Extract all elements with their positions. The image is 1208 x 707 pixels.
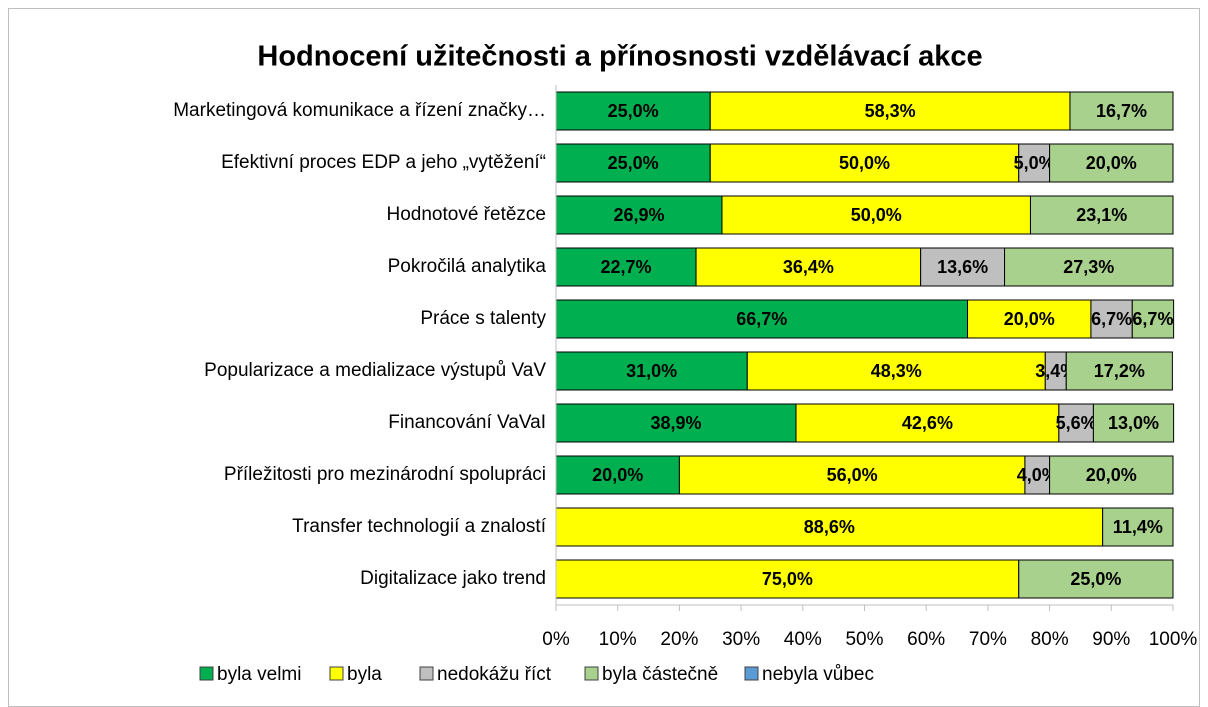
value-label: 17,2% <box>1094 361 1145 381</box>
value-label: 20,0% <box>1086 465 1137 485</box>
value-label: 56,0% <box>827 465 878 485</box>
bar-segment <box>1018 559 1174 599</box>
category-label: Marketingová komunikace a řízení značky… <box>173 100 546 121</box>
x-tick-label: 50% <box>845 629 883 650</box>
category-label: Financování VaVaI <box>388 412 546 433</box>
legend-swatch <box>419 666 434 681</box>
value-label: 13,0% <box>1108 413 1159 433</box>
value-label: 50,0% <box>839 153 890 173</box>
bar-segment <box>1058 403 1094 443</box>
chart-title: Hodnocení užitečnosti a přínosnosti vzdě… <box>257 41 982 73</box>
bar-segment <box>1131 299 1175 339</box>
x-tick-label: 90% <box>1092 629 1130 650</box>
category-label: Příležitosti pro mezinárodní spolupráci <box>224 464 546 485</box>
bar-segment <box>1092 403 1175 443</box>
value-label: 6,7% <box>1091 309 1132 329</box>
bar-segment <box>1004 247 1174 287</box>
value-label: 26,9% <box>613 205 664 225</box>
value-label: 25,0% <box>1070 569 1121 589</box>
bar-segment <box>555 455 680 495</box>
bar-segment <box>1049 455 1174 495</box>
bar-segment <box>721 195 1031 235</box>
value-label: 66,7% <box>736 309 787 329</box>
legend-label: byla částečně <box>602 664 718 685</box>
x-tick-label: 80% <box>1031 629 1069 650</box>
value-label: 25,0% <box>608 153 659 173</box>
value-label: 36,4% <box>783 257 834 277</box>
value-label: 11,4% <box>1113 517 1163 537</box>
legend-label: byla velmi <box>217 664 301 685</box>
legend-label: nedokážu říct <box>437 664 552 685</box>
value-label: 16,7% <box>1096 101 1147 121</box>
legend-swatch <box>329 666 344 681</box>
value-label: 22,7% <box>601 257 652 277</box>
value-label: 20,0% <box>1004 309 1055 329</box>
value-label: 48,3% <box>871 361 922 381</box>
bar-segment <box>555 507 1104 547</box>
bar-segment <box>1049 143 1174 183</box>
x-tick-label: 70% <box>969 629 1007 650</box>
legend-swatch <box>744 666 759 681</box>
bar-segment <box>1069 91 1174 131</box>
category-label: Transfer technologií a znalostí <box>292 516 547 537</box>
bar-segment <box>1090 299 1133 339</box>
legend-swatch <box>584 666 599 681</box>
value-label: 5,6% <box>1056 413 1097 433</box>
value-label: 42,6% <box>902 413 953 433</box>
bar-segment <box>1018 143 1051 183</box>
x-tick-label: 20% <box>660 629 698 650</box>
value-label: 27,3% <box>1063 257 1114 277</box>
category-label: Efektivní proces EDP a jeho „vytěžení“ <box>221 152 546 173</box>
x-tick-label: 40% <box>784 629 822 650</box>
bar-segment <box>1029 195 1174 235</box>
category-label: Hodnotové řetězce <box>387 204 547 225</box>
category-label: Digitalizace jako trend <box>360 568 546 589</box>
value-label: 5,0% <box>1014 153 1055 173</box>
bar-segment <box>709 91 1071 131</box>
category-label: Práce s talenty <box>420 308 546 329</box>
value-label: 75,0% <box>762 569 813 589</box>
x-tick-label: 100% <box>1149 629 1198 650</box>
bar-segment <box>709 143 1020 183</box>
bar-segment <box>1102 507 1174 547</box>
bar-segment <box>555 143 711 183</box>
legend-swatch <box>199 666 214 681</box>
value-label: 58,3% <box>865 101 916 121</box>
legend-label: nebyla vůbec <box>762 664 874 685</box>
value-label: 38,9% <box>650 413 701 433</box>
x-tick-label: 60% <box>907 629 945 650</box>
bar-segment <box>920 247 1006 287</box>
bar-segment <box>746 351 1046 391</box>
value-label: 25,0% <box>608 101 659 121</box>
value-label: 20,0% <box>592 465 643 485</box>
category-label: Popularizace a medializace výstupů VaV <box>204 360 546 381</box>
value-label: 6,7% <box>1132 309 1173 329</box>
legend-label: byla <box>347 664 382 685</box>
bar-segment <box>555 91 711 131</box>
bar-segment <box>555 247 697 287</box>
value-label: 50,0% <box>851 205 902 225</box>
x-tick-label: 30% <box>722 629 760 650</box>
value-label: 13,6% <box>937 257 988 277</box>
x-tick-label: 0% <box>542 629 570 650</box>
bar-segment <box>795 403 1060 443</box>
category-label: Pokročilá analytika <box>388 256 547 277</box>
value-label: 20,0% <box>1086 153 1137 173</box>
bar-segment <box>678 455 1026 495</box>
bar-segment <box>1065 351 1173 391</box>
value-label: 4,0% <box>1017 465 1058 485</box>
value-label: 23,1% <box>1076 205 1127 225</box>
bar-segment <box>695 247 922 287</box>
bar-segment <box>555 351 748 391</box>
value-label: 31,0% <box>626 361 677 381</box>
bar-segment <box>967 299 1092 339</box>
x-tick-label: 10% <box>599 629 637 650</box>
value-label: 88,6% <box>804 517 855 537</box>
